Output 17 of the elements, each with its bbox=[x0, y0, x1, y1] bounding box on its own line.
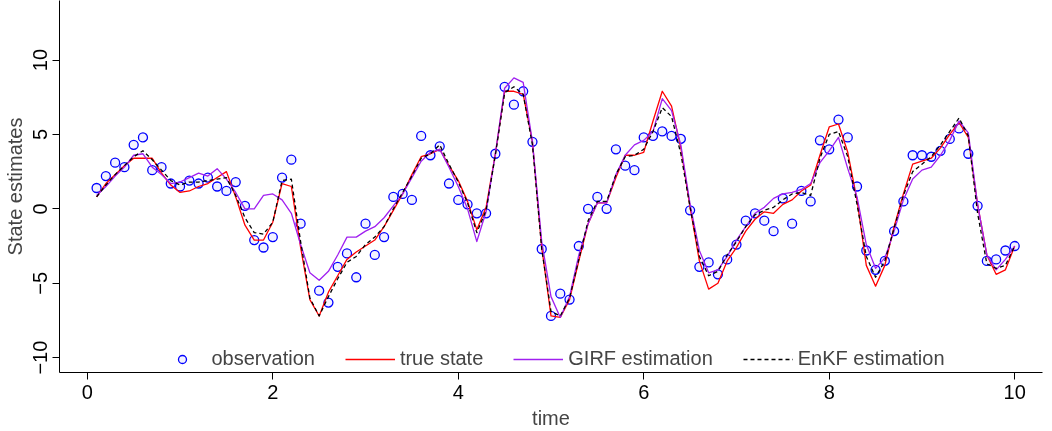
y-tick-label: 10 bbox=[29, 48, 52, 72]
x-tick-label: 6 bbox=[638, 380, 650, 403]
x-axis-title: time bbox=[532, 406, 570, 429]
y-tick-label: 0 bbox=[29, 203, 52, 215]
x-tick-label: 8 bbox=[823, 380, 835, 403]
y-tick-label: −10 bbox=[29, 340, 52, 375]
legend-label: observation bbox=[211, 347, 315, 370]
x-tick-label: 4 bbox=[452, 380, 464, 403]
y-axis-title: State estimates bbox=[3, 117, 26, 256]
y-tick-label: −5 bbox=[29, 271, 52, 295]
legend-label: EnKF estimation bbox=[797, 347, 945, 370]
x-tick-label: 10 bbox=[1003, 380, 1026, 403]
x-tick-label: 2 bbox=[267, 380, 279, 403]
x-tick-label: 0 bbox=[81, 380, 93, 403]
legend-label: GIRF estimation bbox=[568, 347, 713, 370]
legend-label: true state bbox=[399, 347, 484, 370]
y-tick-label: 5 bbox=[29, 128, 52, 140]
